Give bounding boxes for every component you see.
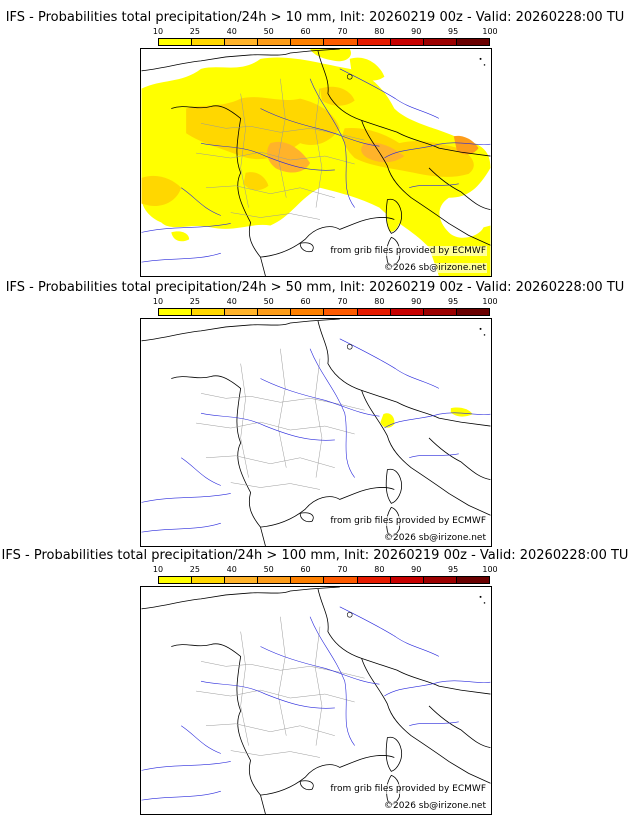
legend-swatch <box>456 577 489 583</box>
legend-tick-label: 50 <box>263 565 274 574</box>
legend-swatches <box>158 38 490 46</box>
legend-swatch <box>456 309 489 315</box>
legend-ticks: 10 25 40 50 60 70 80 90 95 100 <box>153 297 498 307</box>
legend-tick-label: 90 <box>411 565 422 574</box>
legend-tick-label: 40 <box>226 27 237 36</box>
precip-shading <box>141 49 491 276</box>
legend-swatch <box>324 577 358 583</box>
legend-tick-label: 60 <box>300 27 311 36</box>
source-credit: from grib files provided by ECMWF <box>329 246 487 256</box>
legend-swatch <box>291 577 325 583</box>
legend-swatch <box>390 577 424 583</box>
legend-swatches <box>158 576 490 584</box>
legend-swatch <box>291 39 325 45</box>
legend-swatch <box>324 39 358 45</box>
legend-tick-label: 70 <box>337 297 348 306</box>
legend-tick-label: 10 <box>152 27 164 36</box>
precipitation-map: from grib files provided by ECMWF ©2026 … <box>140 48 492 277</box>
color-legend: 10 25 40 50 60 70 80 90 95 100 <box>153 27 498 48</box>
legend-swatch <box>192 309 226 315</box>
precipitation-map: from grib files provided by ECMWF ©2026 … <box>140 318 492 547</box>
color-legend: 10 25 40 50 60 70 80 90 95 100 <box>153 297 498 318</box>
source-credit: from grib files provided by ECMWF <box>329 516 487 526</box>
copyright-notice: ©2026 sb@irizone.net <box>383 533 487 543</box>
legend-swatch <box>390 39 424 45</box>
legend-tick-label: 100 <box>482 297 498 306</box>
legend-swatch <box>357 309 391 315</box>
legend-swatch <box>291 309 325 315</box>
legend-swatch <box>324 309 358 315</box>
legend-swatch <box>423 577 457 583</box>
legend-swatch <box>258 577 292 583</box>
legend-tick-label: 25 <box>189 565 200 574</box>
panel-title: IFS - Probabilities total precipitation/… <box>5 280 625 295</box>
legend-swatches <box>158 308 490 316</box>
legend-tick-label: 95 <box>448 297 459 306</box>
source-credit: from grib files provided by ECMWF <box>329 784 487 794</box>
legend-tick-label: 50 <box>263 27 274 36</box>
legend-swatch <box>159 309 193 315</box>
legend-tick-label: 100 <box>482 27 498 36</box>
legend-swatch <box>192 39 226 45</box>
legend-tick-label: 90 <box>411 27 422 36</box>
legend-swatch <box>423 39 457 45</box>
legend-tick-label: 25 <box>189 27 200 36</box>
legend-swatch <box>456 39 489 45</box>
legend-tick-label: 40 <box>226 297 237 306</box>
legend-tick-label: 60 <box>300 297 311 306</box>
legend-tick-label: 10 <box>152 297 164 306</box>
panel-title: IFS - Probabilities total precipitation/… <box>1 548 629 563</box>
copyright-notice: ©2026 sb@irizone.net <box>383 263 487 273</box>
legend-tick-label: 80 <box>374 297 385 306</box>
legend-swatch <box>423 309 457 315</box>
legend-tick-label: 90 <box>411 297 422 306</box>
map-svg <box>141 319 491 546</box>
legend-swatch <box>390 309 424 315</box>
legend-swatch <box>357 39 391 45</box>
copyright-notice: ©2026 sb@irizone.net <box>383 801 487 811</box>
forecast-panel-10mm: IFS - Probabilities total precipitation/… <box>0 10 630 280</box>
legend-swatch <box>192 577 226 583</box>
legend-tick-label: 100 <box>482 565 498 574</box>
legend-tick-label: 60 <box>300 565 311 574</box>
panel-title: IFS - Probabilities total precipitation/… <box>5 10 625 25</box>
legend-swatch <box>258 39 292 45</box>
legend-tick-label: 95 <box>448 27 459 36</box>
map-svg <box>141 49 491 276</box>
map-svg <box>141 587 491 814</box>
precip-shading <box>380 407 473 428</box>
legend-swatch <box>225 39 259 45</box>
legend-swatch <box>225 309 259 315</box>
legend-tick-label: 25 <box>189 297 200 306</box>
legend-tick-label: 95 <box>448 565 459 574</box>
legend-swatch <box>225 577 259 583</box>
legend-tick-label: 80 <box>374 27 385 36</box>
legend-swatch <box>159 39 193 45</box>
legend-tick-label: 80 <box>374 565 385 574</box>
legend-tick-label: 70 <box>337 27 348 36</box>
legend-ticks: 10 25 40 50 60 70 80 90 95 100 <box>153 27 498 37</box>
legend-ticks: 10 25 40 50 60 70 80 90 95 100 <box>153 565 498 575</box>
legend-swatch <box>159 577 193 583</box>
legend-tick-label: 40 <box>226 565 237 574</box>
legend-tick-label: 70 <box>337 565 348 574</box>
legend-swatch <box>357 577 391 583</box>
legend-swatch <box>258 309 292 315</box>
forecast-panel-100mm: IFS - Probabilities total precipitation/… <box>0 548 630 818</box>
color-legend: 10 25 40 50 60 70 80 90 95 100 <box>153 565 498 586</box>
precipitation-map: from grib files provided by ECMWF ©2026 … <box>140 586 492 815</box>
forecast-panel-50mm: IFS - Probabilities total precipitation/… <box>0 280 630 550</box>
legend-tick-label: 50 <box>263 297 274 306</box>
legend-tick-label: 10 <box>152 565 164 574</box>
